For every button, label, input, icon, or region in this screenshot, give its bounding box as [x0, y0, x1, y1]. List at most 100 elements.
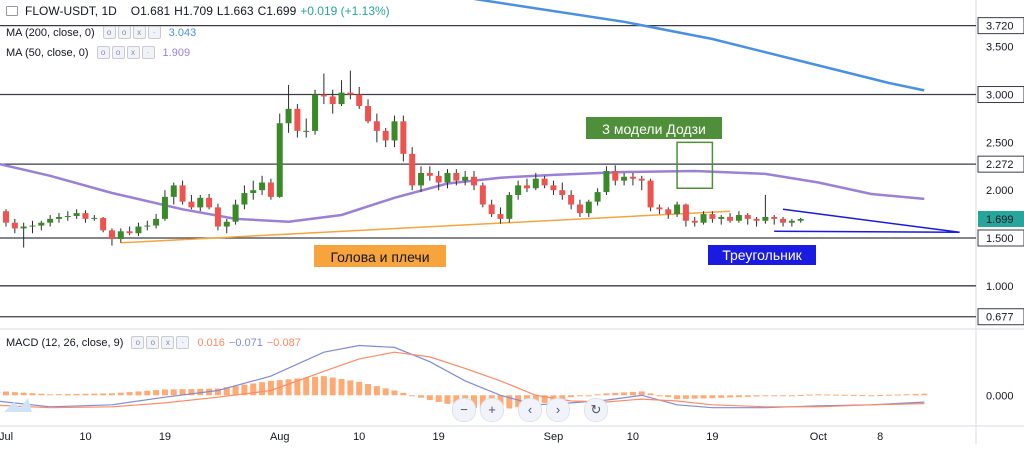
candle-body — [347, 93, 353, 95]
candle-body — [100, 218, 106, 230]
ma50-value: 1.909 — [163, 47, 191, 59]
macd-histogram-bar — [82, 394, 88, 396]
price-tick-label: 2.000 — [986, 185, 1014, 197]
macd-histogram-bar — [47, 394, 53, 395]
candle-body — [718, 217, 724, 219]
macd-histogram-bar — [718, 395, 724, 398]
close-icon[interactable]: x — [161, 336, 174, 349]
close-icon[interactable]: x — [133, 26, 146, 39]
macd-histogram-bar — [91, 394, 97, 396]
settings-icon[interactable]: o — [118, 26, 131, 39]
candle-body — [436, 176, 442, 183]
macd-histogram-bar — [639, 391, 645, 395]
macd-line-value: −0.071 — [229, 337, 263, 349]
macd-histogram-bar — [762, 395, 768, 396]
candle-body — [56, 217, 62, 219]
time-tick-label: 10 — [353, 431, 365, 443]
settings-icon[interactable]: o — [146, 336, 159, 349]
candle-body — [383, 131, 389, 141]
candle-body — [29, 226, 35, 227]
macd-histogram-bar — [418, 395, 424, 397]
scroll-left-button[interactable]: ‹ — [518, 398, 542, 422]
candle-body — [82, 213, 88, 219]
more-icon[interactable]: · — [148, 26, 161, 39]
settings-icon[interactable]: o — [112, 46, 125, 59]
zoom-out-button[interactable]: − — [452, 398, 476, 422]
macd-histogram-bar — [868, 395, 874, 396]
eye-icon[interactable]: o — [131, 336, 144, 349]
macd-histogram-bar — [709, 395, 715, 398]
reset-button[interactable]: ↻ — [584, 398, 608, 422]
macd-label: MACD (12, 26, close, 9) — [6, 337, 123, 349]
macd-histogram-bar — [577, 395, 583, 396]
macd-histogram-bar — [339, 379, 345, 395]
more-icon[interactable]: · — [176, 336, 189, 349]
macd-histogram-bar — [38, 394, 44, 396]
macd-histogram-bar — [586, 395, 592, 396]
macd-histogram-bar — [895, 394, 901, 395]
macd-histogram-bar — [153, 390, 159, 395]
eye-icon[interactable]: o — [97, 46, 110, 59]
macd-histogram-bar — [683, 395, 689, 399]
macd-histogram-bar — [29, 393, 35, 395]
macd-histogram-bar — [674, 395, 680, 399]
macd-histogram-bar — [400, 393, 406, 395]
candle-body — [233, 205, 239, 222]
candle-body — [303, 131, 309, 132]
candle-body — [506, 195, 512, 219]
candle-body — [339, 93, 345, 104]
macd-histogram-bar — [860, 395, 866, 396]
macd-histogram-bar — [12, 392, 18, 395]
macd-histogram-bar — [877, 395, 883, 396]
scroll-right-button[interactable]: › — [546, 398, 570, 422]
candle-body — [392, 121, 398, 140]
close-value: C1.699 — [258, 4, 297, 18]
candle-body — [418, 173, 424, 185]
collapse-icon[interactable] — [6, 6, 18, 16]
macd-histogram-bar — [118, 393, 124, 396]
candle-body — [595, 192, 601, 202]
candle-body — [38, 223, 44, 226]
macd-legend: MACD (12, 26, close, 9) o o x · 0.016 −0… — [6, 336, 301, 349]
candle-body — [497, 214, 503, 219]
macd-histogram-bar — [162, 390, 168, 396]
triangle-upper-line — [783, 209, 960, 232]
candle-body — [559, 190, 565, 195]
candle-body — [709, 214, 715, 219]
candle-body — [480, 185, 486, 204]
macd-histogram-bar — [745, 395, 751, 397]
candle-body — [47, 219, 53, 223]
candle-body — [180, 185, 186, 201]
macd-histogram-bar — [921, 394, 927, 396]
macd-histogram-bar — [833, 395, 839, 396]
macd-histogram-bar — [665, 395, 671, 397]
eye-icon[interactable]: o — [103, 26, 116, 39]
macd-histogram-bar — [356, 382, 362, 395]
candle-body — [153, 219, 159, 226]
ma200-controls: o o x · — [103, 26, 161, 39]
head-shoulders-annotation-text: Голова и плечи — [330, 249, 429, 265]
macd-histogram-bar — [648, 393, 654, 395]
close-icon[interactable]: x — [127, 46, 140, 59]
ma50-line — [0, 162, 924, 222]
candle-body — [648, 181, 654, 208]
open-value: O1.681 — [131, 4, 170, 18]
macd-tick-label: 0.000 — [986, 390, 1014, 402]
candle-body — [206, 198, 212, 208]
time-tick-label: 10 — [79, 431, 91, 443]
macd-histogram-bar — [612, 393, 618, 395]
macd-histogram-bar — [886, 395, 892, 396]
candle-body — [789, 221, 795, 223]
macd-histogram-bar — [630, 392, 636, 395]
candle-body — [427, 173, 433, 176]
candle-body — [674, 205, 680, 215]
candle-body — [162, 197, 168, 219]
candle-body — [727, 217, 733, 221]
macd-histogram-bar — [144, 391, 150, 395]
more-icon[interactable]: · — [142, 46, 155, 59]
zoom-in-button[interactable]: + — [480, 398, 504, 422]
time-tick-label: 19 — [433, 431, 445, 443]
candle-body — [771, 217, 777, 219]
low-value: L1.663 — [217, 4, 254, 18]
